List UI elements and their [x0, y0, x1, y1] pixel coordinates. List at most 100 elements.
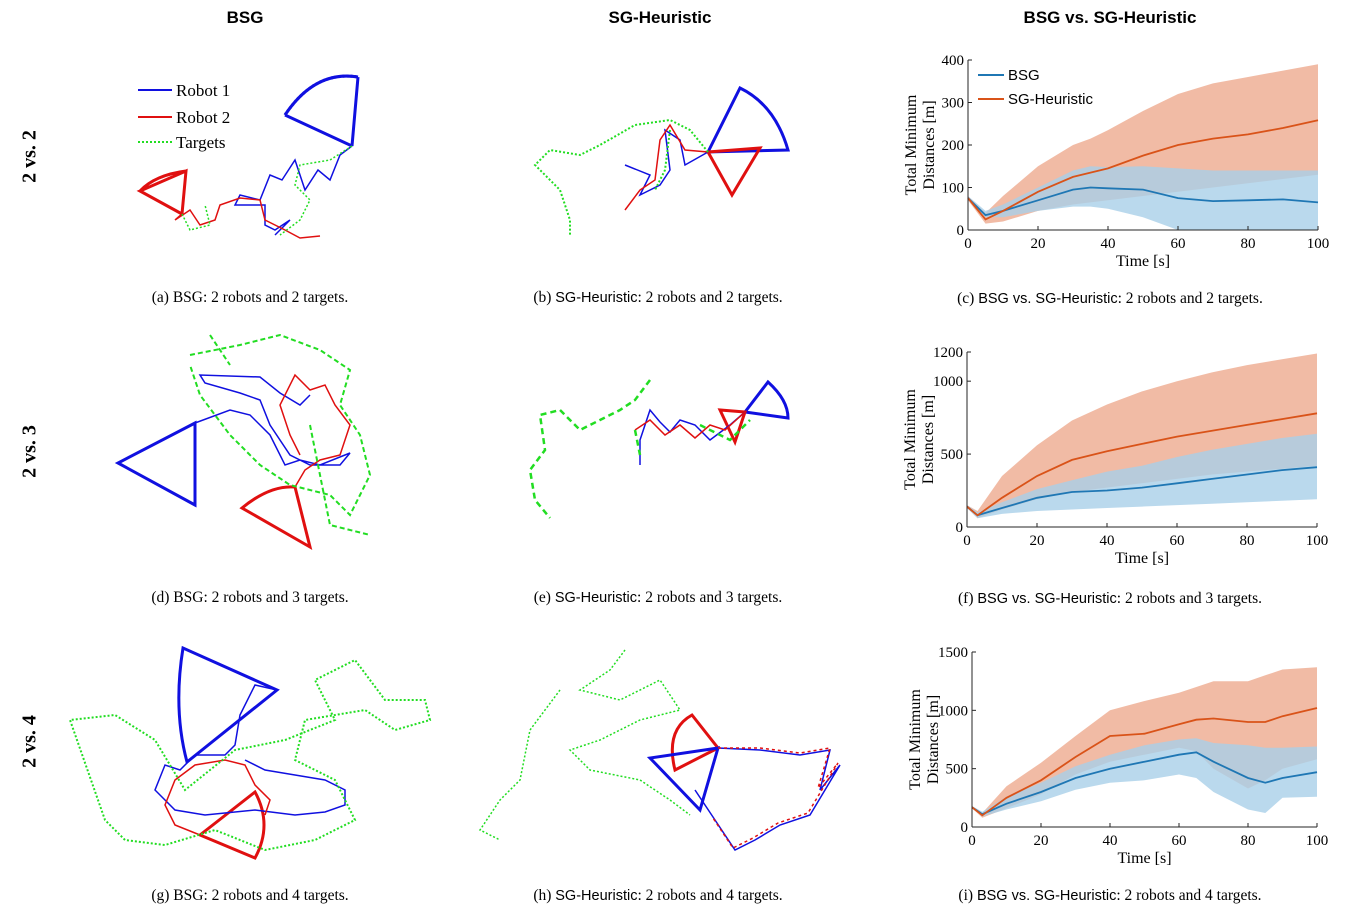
legend-label-robot1: Robot 1: [176, 81, 230, 100]
y-tick-label: 300: [942, 96, 965, 112]
row-label-2v3: 2 vs. 3: [18, 425, 41, 478]
y-tick-label: 1500: [938, 645, 968, 661]
x-tick-label: 40: [1103, 833, 1118, 849]
caption-i: (i) BSG vs. SG-Heuristic: 2 robots and 4…: [958, 887, 1262, 904]
trajectory-robot2: [712, 747, 839, 849]
x-axis-label: Time [s]: [1117, 850, 1171, 867]
y-axis-label: Distances [m]: [925, 695, 942, 784]
y-tick-label: 500: [946, 762, 969, 778]
x-tick-label: 40: [1100, 533, 1115, 549]
trajectory-robot2: [279, 373, 351, 488]
x-tick-label: 60: [1172, 833, 1187, 849]
x-tick-label: 20: [1030, 533, 1045, 549]
trajectory-robot2: [634, 411, 746, 439]
y-tick-label: 200: [942, 138, 965, 154]
sensor-fov-robot2: [239, 485, 313, 551]
band-bsg: [968, 166, 1318, 230]
line-sg-heuristic: [966, 412, 1318, 517]
x-axis-label: Time [s]: [1115, 550, 1169, 567]
column-header-comparison: BSG vs. SG-Heuristic: [1023, 8, 1197, 27]
trajectory-plot-g: [68, 645, 432, 860]
band-bsg: [972, 738, 1317, 817]
trajectory-targets: [68, 658, 432, 852]
y-tick-label: 500: [941, 447, 964, 463]
legend-label-robot2: Robot 2: [176, 108, 230, 127]
sensor-fov-robot2: [705, 146, 763, 199]
x-tick-label: 80: [1240, 533, 1255, 549]
confidence-bands: [967, 353, 1317, 519]
y-axis-label: Total Minimum: [907, 689, 924, 790]
x-tick-label: 0: [968, 833, 976, 849]
legend-label-bsg: BSG: [1008, 67, 1040, 84]
sensor-fov-robot1: [177, 645, 280, 765]
caption-c: (c) BSG vs. SG-Heuristic: 2 robots and 2…: [957, 290, 1263, 307]
line-bsg: [966, 466, 1318, 517]
sensor-fov-robot2: [670, 713, 721, 773]
x-tick-label: 80: [1241, 833, 1256, 849]
line-sg-heuristic: [967, 119, 1319, 221]
caption-a: (a) BSG: 2 robots and 2 targets.: [151, 289, 349, 306]
caption-d: (d) BSG: 2 robots and 3 targets.: [151, 589, 349, 606]
y-tick-label: 400: [942, 53, 965, 69]
trajectory-plot-b: [533, 86, 790, 235]
sensor-fov-robot1: [114, 420, 197, 508]
x-tick-label: 0: [964, 236, 972, 252]
y-tick-label: 1000: [938, 703, 968, 719]
trajectory-robot1: [233, 145, 353, 236]
trajectory-targets: [181, 145, 353, 236]
row-label-2v2: 2 vs. 2: [18, 130, 41, 183]
confidence-bands: [972, 667, 1317, 818]
sensor-fov-robot1: [646, 746, 721, 813]
row-label-2v4: 2 vs. 4: [18, 715, 41, 768]
trajectory-plot-d: [114, 333, 372, 551]
trajectory-targets: [533, 118, 709, 235]
trajectory-robot1: [154, 684, 346, 816]
line-sg-heuristic: [971, 707, 1318, 817]
sensor-fov-robot1: [283, 74, 360, 148]
chart-c: 0 20 40 60 80 100 0 100 200 300 400 Time [s] Total M…: [903, 53, 1329, 270]
x-tick-label: 60: [1170, 533, 1185, 549]
series-lines: [966, 412, 1318, 517]
caption-b: (b) SG-Heuristic: 2 robots and 2 targets…: [533, 289, 783, 306]
sensor-fov-robot1: [705, 86, 790, 154]
trajectory-plot-h: [478, 649, 841, 851]
chart-axes: 0 20 40 60 80 100 0 100 200 300 400 Time [s] Total M…: [903, 53, 1329, 270]
series-lines: [967, 119, 1319, 221]
sensor-fov-robot2: [197, 789, 266, 860]
trajectory-targets: [528, 379, 751, 519]
caption-f: (f) BSG vs. SG-Heuristic: 2 robots and 3…: [958, 590, 1262, 607]
legend-label-sg-heuristic: SG-Heuristic: [1008, 91, 1094, 108]
y-axis-label: Total Minimum: [902, 389, 919, 490]
x-tick-label: 60: [1171, 236, 1186, 252]
x-tick-label: 20: [1031, 236, 1046, 252]
trajectory-robot2: [624, 123, 709, 211]
y-tick-label: 100: [942, 181, 965, 197]
trajectory-robot1: [639, 408, 746, 465]
trajectory-robot2: [174, 197, 321, 239]
trajectory-robot1: [694, 747, 841, 851]
caption-g: (g) BSG: 2 robots and 4 targets.: [151, 887, 349, 904]
x-tick-label: 100: [1306, 833, 1329, 849]
caption-h: (h) SG-Heuristic: 2 robots and 4 targets…: [533, 887, 783, 904]
trajectory-robot1: [624, 128, 709, 197]
band-sg-heuristic: [967, 353, 1317, 519]
y-tick-label: 0: [957, 223, 965, 239]
x-tick-label: 20: [1034, 833, 1049, 849]
trajectory-targets: [189, 333, 372, 536]
y-tick-label: 1000: [933, 374, 963, 390]
legend-label-targets: Targets: [176, 133, 225, 152]
y-tick-label: 0: [956, 520, 964, 536]
chart-legend: BSG SG-Heuristic: [978, 67, 1094, 108]
band-bsg: [967, 433, 1317, 519]
x-tick-label: 100: [1306, 533, 1329, 549]
trajectory-targets: [478, 649, 691, 841]
line-bsg: [971, 751, 1318, 816]
sensor-fov-robot2: [136, 168, 188, 217]
column-header-sg-heuristic: SG-Heuristic: [608, 8, 712, 27]
sensor-fov-robot1: [742, 379, 790, 420]
y-tick-label: 1200: [933, 345, 963, 361]
trajectory-plot-a: Robot 1 Robot 2 Targets: [136, 74, 360, 239]
